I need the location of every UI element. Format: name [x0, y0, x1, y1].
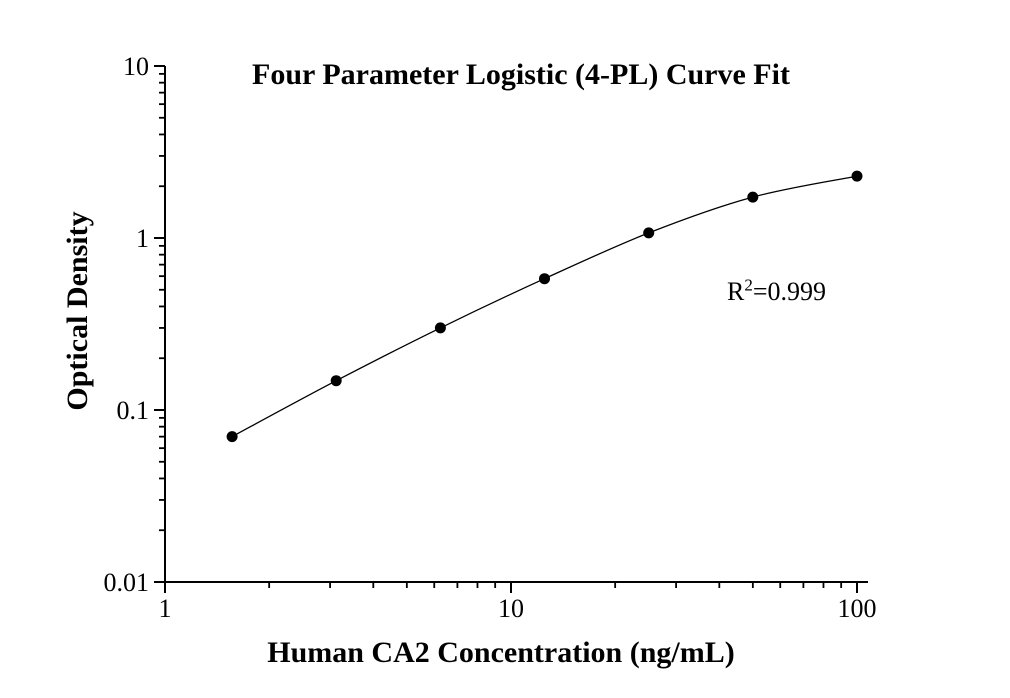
r-squared-base: R — [727, 277, 745, 306]
x-tick-label: 1 — [159, 594, 172, 623]
data-point-marker — [851, 170, 863, 182]
data-points — [226, 170, 863, 443]
data-point-marker — [226, 431, 238, 443]
y-tick-label: 10 — [123, 52, 149, 81]
x-tick-label: 10 — [498, 594, 524, 623]
x-axis-label: Human CA2 Concentration (ng/mL) — [267, 636, 735, 669]
chart-title: Four Parameter Logistic (4-PL) Curve Fit — [252, 58, 790, 91]
r-squared-exponent: 2 — [744, 275, 753, 295]
y-tick-label: 1 — [136, 224, 149, 253]
data-point-marker — [643, 227, 655, 239]
y-tick-label: 0.01 — [104, 568, 150, 597]
r-squared-value: =0.999 — [752, 277, 827, 306]
data-point-marker — [330, 375, 342, 387]
fit-curve — [231, 175, 858, 438]
y-tick-label: 0.1 — [117, 396, 150, 425]
data-point-marker — [539, 273, 550, 285]
x-tick-label: 100 — [838, 594, 877, 623]
axis-tick-labels: 1 10 100 10 1 0.1 0.01 — [104, 52, 877, 623]
axes — [164, 66, 868, 583]
axis-ticks — [154, 65, 858, 593]
data-point-marker — [434, 322, 446, 334]
fit-curve-path — [231, 175, 858, 438]
data-point-marker — [747, 191, 759, 203]
r-squared-annotation: R2=0.999 — [727, 275, 827, 307]
